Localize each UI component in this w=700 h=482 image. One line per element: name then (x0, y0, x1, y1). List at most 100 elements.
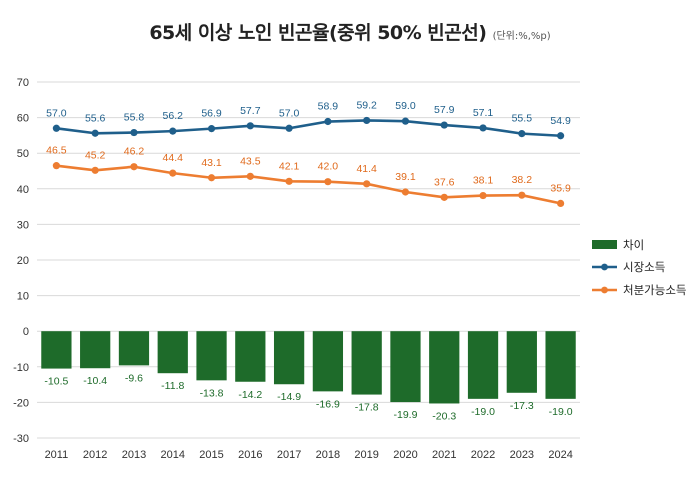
line-data-label: 46.5 (46, 145, 67, 157)
bar (351, 331, 382, 395)
line-data-label: 59.2 (356, 99, 377, 111)
chart-title-text: 65세 이상 노인 빈곤율(중위 50% 빈곤선) (149, 22, 487, 44)
data-point (324, 178, 332, 186)
x-tick-label: 2017 (277, 449, 301, 461)
y-tick-label: 30 (17, 219, 29, 231)
data-point (401, 117, 410, 125)
data-point (169, 169, 177, 177)
bar-data-label: -17.8 (355, 402, 379, 414)
y-tick-label: 50 (17, 148, 29, 160)
line-data-label: 38.2 (512, 174, 533, 186)
bar (80, 331, 111, 369)
data-point (479, 124, 487, 132)
x-tick-label: 2022 (471, 449, 495, 461)
data-point (130, 163, 138, 171)
data-point (557, 199, 565, 207)
y-tick-label: 40 (17, 184, 29, 196)
bar-data-label: -10.4 (83, 375, 107, 387)
y-tick-label: 10 (17, 291, 29, 303)
line-data-label: 58.9 (318, 101, 339, 113)
y-tick-label: 0 (23, 326, 29, 338)
data-point (52, 124, 60, 132)
legend-swatch-marker (601, 263, 608, 271)
bar (390, 331, 421, 403)
x-tick-label: 2011 (45, 449, 69, 461)
bar-data-label: -10.5 (44, 376, 68, 388)
line-data-label: 41.4 (356, 163, 377, 175)
y-tick-label: 60 (17, 113, 29, 125)
x-tick-label: 2020 (393, 449, 417, 461)
line-data-label: 57.9 (434, 104, 455, 116)
bar (273, 331, 305, 385)
line-data-label: 44.4 (163, 152, 184, 164)
bar-data-label: -19.0 (471, 406, 495, 418)
x-tick-label: 2015 (199, 449, 223, 461)
data-point (285, 177, 293, 185)
data-point (479, 191, 487, 200)
line-data-label: 43.5 (240, 155, 261, 167)
bar-data-label: -16.9 (316, 398, 340, 410)
x-tick-label: 2013 (122, 449, 146, 461)
data-point (285, 124, 293, 132)
y-tick-label: 70 (17, 77, 29, 89)
data-point (169, 127, 177, 135)
data-point (518, 191, 526, 199)
data-point (401, 188, 410, 196)
line-data-label: 43.1 (201, 157, 222, 169)
bar (157, 331, 188, 374)
x-tick-label: 2012 (83, 449, 107, 461)
bar-data-label: -20.3 (432, 410, 456, 422)
chart-unit: (단위:%,%p) (492, 31, 551, 42)
bar (467, 331, 499, 399)
bar-data-label: -11.8 (161, 380, 184, 392)
legend-label: 차이 (623, 238, 644, 252)
data-point (363, 116, 371, 125)
data-point (246, 172, 254, 180)
line-data-label: 56.9 (201, 108, 222, 120)
line-data-label: 55.5 (512, 113, 533, 125)
bar-data-label: -14.2 (238, 389, 262, 401)
data-point (91, 166, 99, 174)
x-tick-label: 2023 (510, 449, 534, 461)
line-data-label: 46.2 (124, 146, 145, 158)
y-tick-label: -10 (13, 362, 29, 374)
line-data-label: 59.0 (395, 100, 416, 112)
line-data-label: 57.7 (240, 105, 261, 117)
line-data-label: 45.2 (85, 149, 106, 161)
bar-data-label: -9.6 (125, 372, 143, 384)
bar-data-label: -17.3 (510, 400, 534, 412)
bar (312, 331, 344, 392)
line-data-label: 35.9 (550, 182, 571, 194)
data-point (52, 162, 60, 170)
x-tick-label: 2024 (548, 449, 572, 461)
legend-swatch-bar (592, 240, 617, 249)
line-data-label: 54.9 (550, 115, 571, 127)
line-data-label: 42.0 (318, 161, 339, 173)
line-data-label: 37.6 (434, 176, 455, 188)
line-data-label: 42.1 (279, 160, 300, 172)
data-point (91, 129, 99, 137)
line-data-label: 55.8 (124, 112, 145, 124)
line-data-label: 57.1 (473, 107, 494, 119)
data-point (207, 174, 216, 182)
bar (506, 331, 537, 393)
data-point (246, 122, 254, 130)
bar-data-label: -19.9 (393, 409, 417, 421)
data-point (363, 180, 371, 188)
series-line (56, 119, 561, 138)
bar-data-label: -13.8 (200, 387, 224, 399)
chart-title: 65세 이상 노인 빈곤율(중위 50% 빈곤선) (단위:%,%p) (0, 18, 700, 45)
data-point (518, 130, 526, 138)
bar-data-label: -19.0 (549, 406, 573, 418)
y-tick-label: 20 (17, 255, 29, 267)
bar (429, 331, 460, 404)
line-data-label: 38.1 (473, 175, 494, 187)
data-point (557, 132, 565, 140)
x-tick-label: 2019 (354, 449, 378, 461)
legend-label: 시장소득 (623, 260, 665, 274)
line-data-label: 56.2 (163, 110, 184, 122)
data-point (440, 121, 448, 129)
bar (235, 331, 266, 382)
x-tick-label: 2021 (432, 449, 456, 461)
